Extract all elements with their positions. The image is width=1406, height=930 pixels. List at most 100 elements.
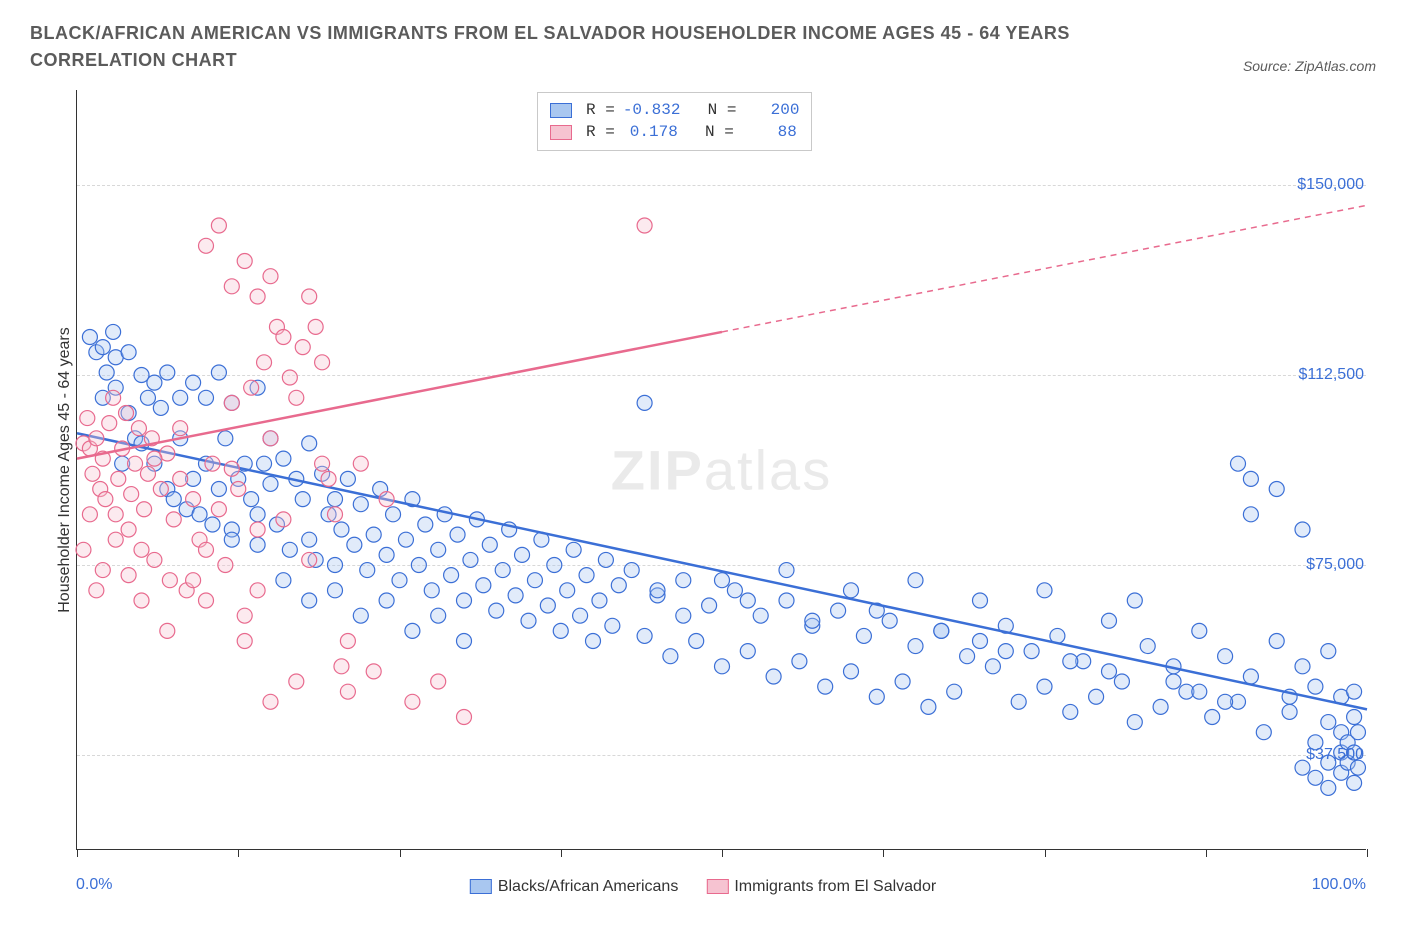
data-point xyxy=(624,563,639,578)
data-point xyxy=(82,507,97,522)
data-point xyxy=(106,324,121,339)
x-axis-min-label: 0.0% xyxy=(76,876,112,894)
data-point xyxy=(160,365,175,380)
data-point xyxy=(302,289,317,304)
data-point xyxy=(450,527,465,542)
data-point xyxy=(295,492,310,507)
legend-swatch xyxy=(706,879,728,894)
data-point xyxy=(844,664,859,679)
data-point xyxy=(1295,659,1310,674)
data-point xyxy=(947,684,962,699)
data-point xyxy=(766,669,781,684)
data-point xyxy=(147,375,162,390)
data-point xyxy=(302,593,317,608)
data-point xyxy=(1282,704,1297,719)
data-point xyxy=(224,279,239,294)
data-point xyxy=(289,390,304,405)
data-point xyxy=(231,482,246,497)
data-point xyxy=(263,476,278,491)
data-point xyxy=(934,623,949,638)
data-point xyxy=(637,218,652,233)
data-point xyxy=(779,593,794,608)
data-point xyxy=(457,710,472,725)
data-point xyxy=(740,644,755,659)
data-point xyxy=(153,400,168,415)
data-point xyxy=(205,517,220,532)
data-point xyxy=(586,634,601,649)
data-point xyxy=(211,482,226,497)
data-point xyxy=(199,593,214,608)
data-point xyxy=(199,238,214,253)
data-point xyxy=(1011,694,1026,709)
data-point xyxy=(353,608,368,623)
data-point xyxy=(108,507,123,522)
data-point xyxy=(328,583,343,598)
data-point xyxy=(276,512,291,527)
data-point xyxy=(1347,710,1362,725)
data-point xyxy=(1347,684,1362,699)
data-point xyxy=(1102,613,1117,628)
data-point xyxy=(1269,482,1284,497)
data-point xyxy=(973,593,988,608)
x-tick xyxy=(400,849,401,857)
data-point xyxy=(444,568,459,583)
y-tick-label: $112,500 xyxy=(1298,366,1364,384)
data-point xyxy=(463,552,478,567)
data-point xyxy=(166,512,181,527)
data-point xyxy=(224,532,239,547)
data-point xyxy=(108,532,123,547)
data-point xyxy=(998,644,1013,659)
data-point xyxy=(779,563,794,578)
data-point xyxy=(121,522,136,537)
data-point xyxy=(598,552,613,567)
data-point xyxy=(250,522,265,537)
data-point xyxy=(921,699,936,714)
data-point xyxy=(147,552,162,567)
data-point xyxy=(99,365,114,380)
data-point xyxy=(257,355,272,370)
data-point xyxy=(211,502,226,517)
data-point xyxy=(302,436,317,451)
data-point xyxy=(85,466,100,481)
data-point xyxy=(98,492,113,507)
data-point xyxy=(1231,456,1246,471)
data-point xyxy=(1063,704,1078,719)
data-point xyxy=(573,608,588,623)
data-point xyxy=(1127,715,1142,730)
data-point xyxy=(1243,669,1258,684)
data-point xyxy=(882,613,897,628)
data-point xyxy=(211,218,226,233)
data-point xyxy=(250,289,265,304)
data-point xyxy=(1205,710,1220,725)
data-point xyxy=(334,522,349,537)
data-point xyxy=(844,583,859,598)
data-point xyxy=(153,482,168,497)
data-point xyxy=(1243,507,1258,522)
data-point xyxy=(199,542,214,557)
x-tick xyxy=(561,849,562,857)
data-point xyxy=(89,431,104,446)
data-point xyxy=(237,634,252,649)
y-tick-label: $75,000 xyxy=(1306,556,1364,574)
data-point xyxy=(521,613,536,628)
data-point xyxy=(676,573,691,588)
legend-swatch xyxy=(550,103,572,118)
data-point xyxy=(540,598,555,613)
data-point xyxy=(1218,694,1233,709)
data-point xyxy=(1127,593,1142,608)
data-point xyxy=(328,558,343,573)
data-point xyxy=(340,634,355,649)
data-point xyxy=(237,608,252,623)
data-point xyxy=(302,532,317,547)
data-point xyxy=(218,558,233,573)
data-point xyxy=(250,507,265,522)
data-point xyxy=(1321,780,1336,795)
data-point xyxy=(908,639,923,654)
data-point xyxy=(1024,644,1039,659)
scatter-svg xyxy=(77,90,1366,849)
data-point xyxy=(315,456,330,471)
data-point xyxy=(95,563,110,578)
data-point xyxy=(792,654,807,669)
data-point xyxy=(1166,674,1181,689)
data-point xyxy=(753,608,768,623)
